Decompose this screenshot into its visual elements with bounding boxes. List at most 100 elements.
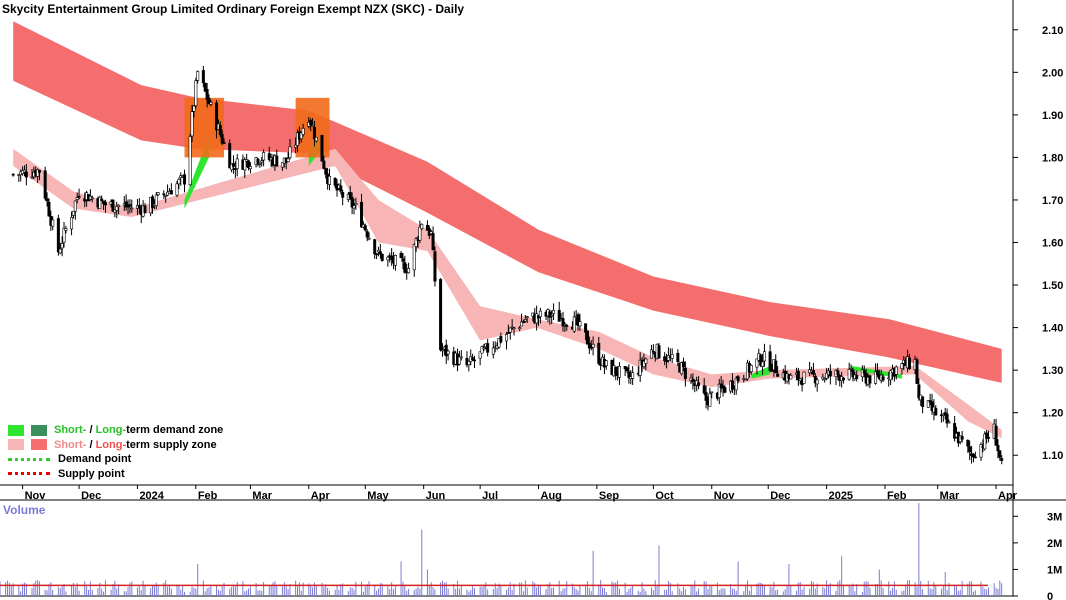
candle-body	[759, 354, 763, 366]
candle-body	[446, 350, 450, 355]
price-candle	[521, 319, 525, 324]
price-candle	[597, 336, 601, 366]
volume-tick-label: 0	[1047, 591, 1053, 600]
price-candle	[638, 352, 642, 382]
price-candle	[565, 323, 569, 331]
price-candle	[169, 183, 173, 195]
legend-supply-long: Long-	[95, 438, 127, 451]
price-candle	[22, 165, 26, 177]
candle-body	[256, 158, 260, 164]
price-candle	[70, 211, 74, 236]
price-candle	[376, 246, 380, 257]
date-tick-label: Aug	[541, 490, 562, 502]
price-candle	[207, 94, 211, 105]
candle-body	[156, 192, 160, 196]
price-candle	[367, 232, 371, 241]
price-tick-label: 1.30	[1042, 365, 1063, 377]
candle-body	[62, 228, 66, 243]
price-candle	[243, 157, 247, 179]
candle-body	[755, 358, 759, 368]
price-candle	[196, 70, 200, 84]
price-candle	[761, 354, 765, 375]
price-candle	[953, 416, 957, 442]
price-candle	[115, 201, 119, 219]
price-candle	[482, 343, 486, 352]
candle-body	[433, 251, 437, 282]
candle-body	[550, 314, 554, 317]
price-candle	[811, 362, 815, 377]
price-candle	[58, 242, 62, 255]
candle-body	[926, 400, 930, 408]
date-tick-label: Apr	[998, 490, 1018, 502]
price-candle	[215, 99, 219, 139]
price-candle	[939, 409, 943, 423]
candle-body	[625, 367, 629, 372]
candle-body	[597, 342, 601, 364]
candle-body	[796, 370, 800, 381]
candle-body	[482, 347, 486, 350]
price-candle	[322, 155, 326, 170]
date-tick-label: Sep	[599, 490, 619, 502]
candle-body	[373, 239, 377, 255]
candle-body	[312, 127, 316, 140]
candle-body	[194, 80, 198, 106]
date-tick-label: 2024	[139, 490, 164, 502]
candle-body	[776, 373, 780, 377]
candle-body	[604, 360, 608, 367]
price-candle	[431, 226, 435, 251]
candle-body	[815, 379, 819, 385]
candle-body	[985, 432, 989, 439]
candle-body	[115, 206, 119, 211]
price-candle	[117, 204, 121, 215]
price-candle	[228, 139, 232, 169]
price-candle	[587, 336, 591, 355]
candle-body	[70, 217, 74, 230]
candle-body	[683, 367, 687, 379]
price-candle	[651, 344, 655, 355]
candle-body	[770, 369, 774, 372]
candle-body	[627, 371, 631, 378]
price-candle	[363, 223, 367, 232]
price-candle	[617, 362, 621, 385]
date-tick-label: Apr	[311, 490, 331, 502]
price-candle	[504, 332, 508, 350]
price-candle	[230, 163, 234, 173]
candle-body	[525, 316, 529, 318]
legend-demand-sep: /	[86, 424, 96, 436]
price-candle	[328, 168, 332, 191]
candle-body	[30, 176, 34, 179]
candle-body	[587, 342, 591, 349]
candle-body	[945, 413, 949, 424]
candle-body	[399, 252, 403, 259]
legend-supply-point-label: Supply point	[58, 467, 125, 480]
price-candle	[734, 376, 738, 395]
candle-body	[960, 436, 964, 440]
candle-body	[736, 376, 740, 382]
candle-body	[875, 370, 879, 376]
price-candle	[478, 351, 482, 366]
candle-body	[802, 371, 806, 384]
candle-body	[390, 255, 394, 261]
price-tick-label: 1.60	[1042, 238, 1063, 250]
candle-body	[220, 134, 224, 144]
price-candle	[247, 159, 251, 171]
price-candle	[889, 369, 893, 386]
candle-body	[730, 380, 734, 390]
candle-body	[868, 375, 872, 384]
candle-body	[215, 102, 219, 131]
price-candle	[666, 347, 670, 363]
candle-body	[190, 111, 194, 137]
legend-demand-point: Demand point	[8, 452, 223, 467]
price-candle	[414, 237, 418, 252]
candle-body	[953, 423, 957, 439]
candle-body	[113, 209, 117, 213]
date-tick-label: Mar	[940, 490, 960, 502]
date-tick-label: Feb	[198, 490, 218, 502]
candle-body	[352, 205, 356, 209]
candle-body	[322, 160, 326, 169]
price-candle	[823, 377, 827, 383]
price-candle	[222, 138, 226, 145]
price-candle	[194, 77, 198, 109]
candle-body	[260, 160, 264, 163]
candle-body	[710, 391, 714, 394]
